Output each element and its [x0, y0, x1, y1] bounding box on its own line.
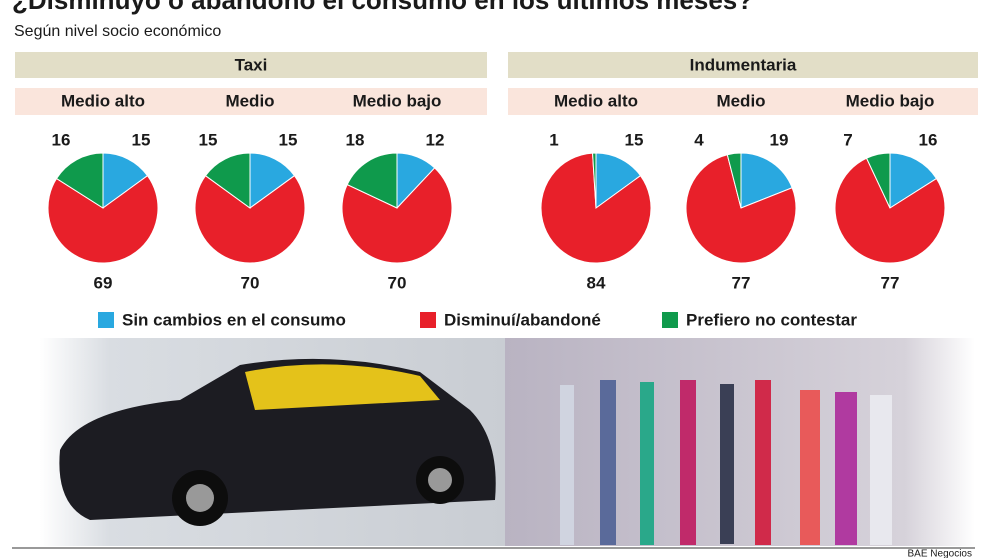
group-header [508, 52, 978, 78]
title: ¿Disminuyó o abandonó el consumo en los … [12, 0, 753, 15]
value-label: 15 [132, 130, 151, 149]
value-label: 15 [625, 130, 644, 149]
value-label: 4 [694, 130, 704, 149]
pie-slice [592, 152, 597, 209]
group-label: Indumentaria [690, 55, 797, 74]
subtitle: Según nivel socio económico [14, 23, 221, 40]
pie-title: Medio [225, 91, 274, 110]
pie-slice [595, 152, 642, 209]
value-label: 15 [279, 130, 298, 149]
legend-label: Prefiero no contestar [686, 310, 857, 329]
value-label: 77 [732, 273, 751, 292]
pie-slice [865, 152, 891, 209]
group-header [15, 52, 487, 78]
legend-swatch [98, 312, 114, 328]
photos [12, 338, 975, 549]
pie-slice [249, 152, 296, 209]
value-label: 16 [919, 130, 938, 149]
pie-slice [834, 157, 946, 264]
value-label: 77 [881, 273, 900, 292]
value-label: 70 [241, 273, 260, 292]
legend-label: Disminuí/abandoné [444, 310, 601, 329]
pie-title: Medio bajo [353, 91, 442, 110]
value-label: 12 [426, 130, 445, 149]
pie-title: Medio alto [61, 91, 145, 110]
pie-slice [204, 152, 251, 209]
pie-title: Medio bajo [846, 91, 935, 110]
value-label: 15 [199, 130, 218, 149]
subheader [15, 88, 487, 115]
legend-label: Sin cambios en el consumo [122, 310, 346, 329]
value-label: 69 [94, 273, 113, 292]
pie-slice [194, 174, 306, 264]
pie-slice [540, 152, 652, 264]
legend-swatch [662, 312, 678, 328]
value-label: 84 [587, 273, 606, 292]
pie-slice [341, 167, 453, 264]
value-label: 70 [388, 273, 407, 292]
pie-title: Medio [716, 91, 765, 110]
value-label: 7 [843, 130, 852, 149]
value-label: 1 [549, 130, 558, 149]
value-label: 16 [52, 130, 71, 149]
subheader [508, 88, 978, 115]
pie-slice [685, 154, 797, 264]
pie-slice [740, 152, 793, 209]
pie-slice [55, 152, 104, 209]
value-label: 19 [770, 130, 789, 149]
pie-slice [726, 152, 742, 209]
pie-slice [47, 174, 159, 264]
pie-title: Medio alto [554, 91, 638, 110]
credit: BAE Negocios [908, 549, 972, 558]
group-label: Taxi [235, 55, 268, 74]
pie-slice [346, 152, 398, 209]
legend-swatch [420, 312, 436, 328]
pie-slice [889, 152, 938, 209]
pie-slice [102, 152, 149, 209]
value-label: 18 [346, 130, 365, 149]
